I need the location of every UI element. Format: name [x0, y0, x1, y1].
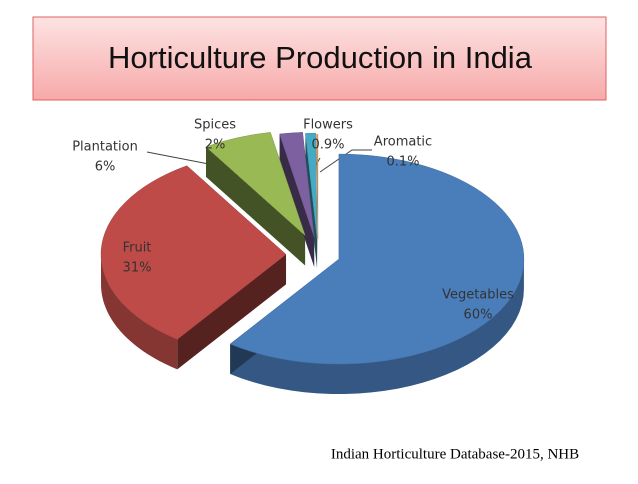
pie-slice: [316, 134, 319, 240]
slice-value-label: 0.1%: [386, 155, 419, 170]
slice-label: Fruit: [123, 241, 152, 256]
slice-value-label: 0.9%: [311, 138, 344, 153]
title-box: [32, 16, 607, 101]
slice-label: Aromatic: [374, 135, 432, 150]
pie-slice: [205, 132, 306, 237]
pie-slice: [229, 153, 525, 365]
slice-cut: [279, 134, 315, 268]
leader-line: [319, 149, 372, 173]
slice-value-label: 6%: [95, 160, 116, 175]
pie-slice: [305, 132, 318, 239]
slice-label: Spices: [194, 118, 236, 133]
slice-label: Flowers: [303, 118, 353, 133]
slice-side: [101, 254, 178, 370]
chart-title: Horticulture Production in India: [108, 40, 533, 75]
slice-cut: [177, 254, 287, 370]
source-note: Indian Horticulture Database-2015, NHB: [331, 446, 579, 462]
slice-value-label: 60%: [464, 308, 493, 323]
slice-value-label: 31%: [123, 261, 152, 276]
slice-cut: [205, 146, 306, 266]
pie-slice: [279, 132, 315, 238]
slice-label: Plantation: [72, 140, 138, 155]
slice-tops: [100, 132, 525, 365]
pie-slice: [100, 165, 287, 340]
slice-label: Vegetables: [442, 288, 514, 303]
slice-value-label: 2%: [205, 138, 226, 153]
slice-side: [230, 259, 524, 395]
